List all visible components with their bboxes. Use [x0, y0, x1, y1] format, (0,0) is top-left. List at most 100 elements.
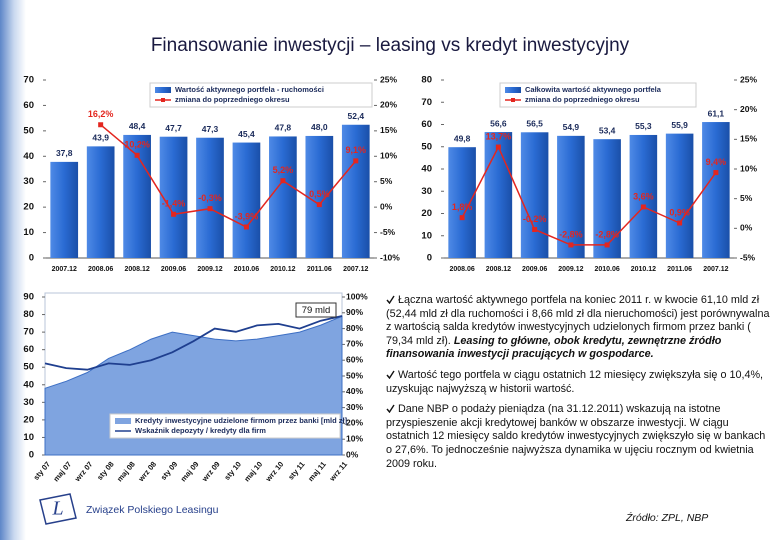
y-tick-label: 80 [421, 75, 432, 86]
bar [86, 146, 115, 258]
bar-value-label: 55,3 [635, 121, 652, 131]
line-value-label: -1,4% [162, 199, 186, 209]
legend-label: Wartość aktywnego portfela - ruchomości [175, 85, 324, 94]
line-value-label: -2,8% [559, 229, 583, 239]
x-tick-label: 2007.12 [52, 266, 77, 273]
bar [665, 133, 694, 258]
y2-tick-label: 10% [740, 163, 757, 173]
bar [484, 132, 513, 258]
y2-tick-label: -10% [380, 252, 400, 262]
line-marker [459, 215, 465, 221]
line-value-label: -3,9% [235, 211, 259, 221]
bar-value-label: 61,1 [708, 108, 725, 118]
bar [629, 134, 658, 258]
bar-value-label: 47,8 [275, 123, 292, 133]
legend-label: zmiana do poprzedniego okresu [175, 95, 290, 104]
bar-value-label: 52,4 [348, 111, 365, 121]
y2-tick-label: 25% [740, 74, 757, 84]
bullet-text: Łączna wartość aktywnego portfela na kon… [386, 294, 770, 347]
y2-tick-label: 80% [346, 323, 363, 333]
x-tick-label: 2007.12 [343, 266, 368, 273]
y-tick-label: 30 [23, 176, 34, 187]
y2-tick-label: 15% [740, 134, 757, 144]
legend-box [109, 413, 341, 439]
legend-label: Wskaźnik depozyty / kredyty dla firm [135, 426, 266, 435]
bar-value-label: 54,9 [563, 122, 580, 132]
x-tick-label: 2008.06 [88, 266, 113, 273]
line-value-label: 3,6% [633, 191, 654, 201]
line [461, 145, 717, 246]
chart: 0 10 20 30 40 50 60 70 -10% -5% 0% 5% 10% 15% 20% 25% 20… [23, 74, 400, 273]
x-tick-label: 2009.12 [197, 266, 222, 273]
y-tick-label: 90 [23, 292, 34, 303]
legend-label: zmiana do poprzedniego okresu [525, 95, 640, 104]
x-tick-label: 2009.06 [161, 266, 186, 273]
bar-value-label: 55,9 [671, 120, 688, 130]
y2-tick-label: 0% [380, 201, 393, 211]
bullet: Wartość tego portfela w ciągu ostatnich … [386, 369, 774, 396]
y2-tick-label: 50% [346, 370, 363, 380]
bar-value-label: 56,6 [490, 118, 507, 128]
source: Źródło: ZPL, NBP [626, 512, 709, 524]
legend-marker [511, 98, 515, 102]
line-value-label: -2,8% [595, 229, 619, 239]
x-tick-label: 2011.06 [667, 266, 692, 273]
line-value-label: 9,1% [346, 145, 367, 155]
x-tick-label: wrz 10 [263, 460, 285, 484]
line-value-label: 13,7% [486, 131, 512, 141]
x-tick-label: wrz 11 [327, 460, 349, 484]
bullet: Łączna wartość aktywnego portfela na kon… [386, 294, 774, 362]
bar-value-label: 37,8 [56, 148, 73, 158]
y-tick-label: 50 [23, 125, 34, 136]
check-icon [386, 295, 395, 305]
bullet-emphasis: Leasing to główne, obok kredytu, zewnętr… [386, 334, 722, 361]
line-value-label: -0,2% [523, 214, 547, 224]
x-tick-label: 2008.12 [486, 266, 511, 273]
legend-box [499, 82, 697, 108]
x-tick-label: 2010.06 [594, 266, 619, 273]
y2-tick-label: 10% [380, 151, 397, 161]
y-tick-label: 70 [23, 327, 34, 338]
x-tick-label: 2009.12 [558, 266, 583, 273]
bar-value-label: 45,4 [238, 129, 255, 139]
y2-tick-label: 25% [380, 74, 397, 84]
x-tick-label: sty 11 [286, 460, 306, 482]
line-value-label: 0,5% [309, 189, 330, 199]
y2-tick-label: 30% [346, 402, 363, 412]
x-tick-label: 2008.06 [449, 266, 474, 273]
check-mark [386, 404, 395, 414]
text-block: Łączna wartość aktywnego portfela na kon… [386, 294, 774, 478]
bar-value-label: 49,8 [454, 133, 471, 143]
bar-value-label: 48,0 [311, 122, 328, 132]
y-tick-label: 20 [23, 414, 34, 425]
line-marker [640, 204, 646, 210]
line-marker [134, 152, 140, 158]
x-tick-label: maj 11 [306, 460, 328, 483]
logo-frame [39, 493, 77, 525]
x-tick-label: maj 07 [51, 460, 73, 484]
x-tick-label: maj 10 [242, 460, 264, 484]
line-marker [207, 206, 213, 212]
y2-tick-label: 20% [346, 418, 363, 428]
x-tick-label: wrz 07 [72, 460, 94, 484]
logo: L Związek Polskiego Leasingu [39, 493, 219, 525]
check-icon [386, 370, 395, 380]
y2-tick-label: 5% [740, 193, 753, 203]
line-marker [604, 242, 610, 248]
y2-tick-label: 0% [740, 223, 753, 233]
y-tick-label: 20 [421, 208, 432, 219]
bar [232, 142, 261, 258]
bar [702, 122, 730, 259]
bullet-text: Wartość tego portfela w ciągu ostatnich … [386, 368, 764, 395]
y2-tick-label: 60% [346, 354, 363, 364]
y-tick-label: 70 [23, 75, 34, 86]
y-tick-label: 60 [23, 344, 34, 355]
x-tick-label: 2008.12 [124, 266, 149, 273]
y-tick-label: 60 [23, 100, 34, 111]
y2-tick-label: -5% [380, 227, 396, 237]
y-tick-label: 10 [421, 230, 432, 241]
bar-value-label: 47,7 [165, 123, 182, 133]
line-marker [171, 211, 177, 217]
line-marker [495, 144, 501, 150]
